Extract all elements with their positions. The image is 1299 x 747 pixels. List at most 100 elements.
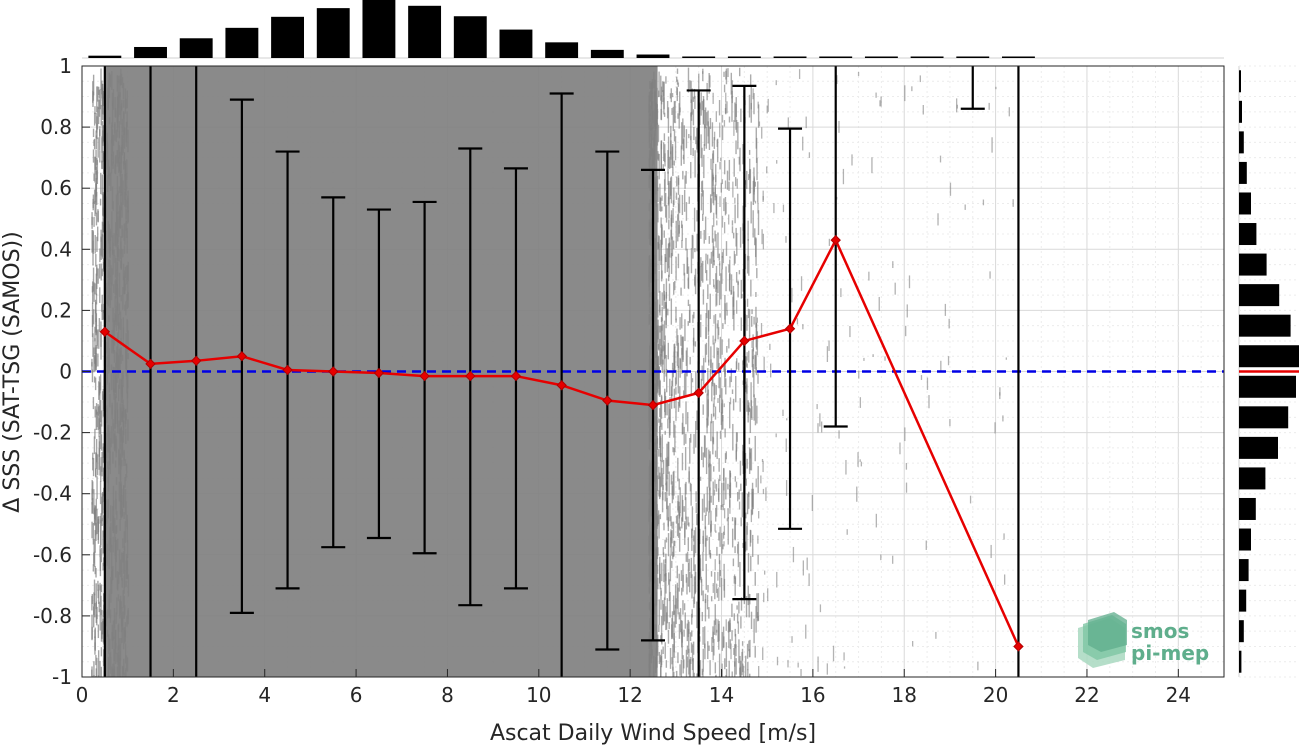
y-axis-ticks: -1-0.8-0.6-0.4-0.200.20.40.60.81 xyxy=(33,54,90,689)
scatter-point xyxy=(125,655,128,671)
scatter-point xyxy=(649,462,652,470)
scatter-point xyxy=(700,378,703,391)
scatter-point xyxy=(717,232,719,259)
scatter-point xyxy=(757,202,759,214)
scatter-point xyxy=(666,598,669,624)
scatter-point xyxy=(776,656,779,666)
scatter-point xyxy=(652,110,654,129)
scatter-point xyxy=(91,229,93,253)
scatter-point xyxy=(673,160,675,166)
scatter-point xyxy=(734,102,736,122)
scatter-point xyxy=(731,603,733,617)
scatter-point xyxy=(91,666,93,676)
scatter-point xyxy=(665,606,667,631)
scatter-point xyxy=(118,378,121,389)
scatter-point xyxy=(868,271,870,281)
scatter-point xyxy=(662,324,664,352)
scatter-point xyxy=(710,251,713,264)
scatter-point xyxy=(126,217,129,224)
scatter-point xyxy=(746,255,749,274)
scatter-point xyxy=(702,404,704,415)
scatter-point xyxy=(748,309,751,336)
scatter-point xyxy=(700,134,702,159)
scatter-point xyxy=(723,84,726,93)
scatter-point xyxy=(745,356,748,367)
scatter-point xyxy=(754,354,756,370)
scatter-point xyxy=(752,534,754,557)
scatter-point xyxy=(668,265,670,278)
scatter-point xyxy=(115,498,117,515)
scatter-point xyxy=(732,181,734,198)
scatter-point xyxy=(760,475,762,484)
scatter-point xyxy=(113,636,115,661)
scatter-point xyxy=(858,370,860,379)
scatter-point xyxy=(999,387,1001,396)
scatter-point xyxy=(102,207,104,227)
scatter-point xyxy=(116,150,118,164)
scatter-point xyxy=(710,346,712,368)
scatter-point xyxy=(709,660,711,676)
scatter-point xyxy=(91,675,93,677)
scatter-point xyxy=(654,135,656,161)
scatter-point xyxy=(726,518,728,522)
scatter-point xyxy=(674,604,676,628)
scatter-point xyxy=(754,181,757,187)
scatter-point xyxy=(715,293,717,307)
scatter-point xyxy=(758,510,760,519)
scatter-point xyxy=(791,636,793,643)
scatter-point xyxy=(672,595,675,616)
scatter-point xyxy=(655,179,657,195)
scatter-point xyxy=(121,495,123,517)
scatter-point xyxy=(126,90,129,109)
scatter-point xyxy=(750,448,753,471)
scatter-point xyxy=(126,121,128,136)
scatter-point xyxy=(114,122,116,141)
scatter-point xyxy=(660,656,663,668)
scatter-point xyxy=(94,156,96,170)
scatter-point xyxy=(102,467,105,482)
scatter-point xyxy=(691,613,693,625)
scatter-point xyxy=(724,303,726,325)
scatter-point xyxy=(126,111,128,128)
scatter-point xyxy=(96,86,98,113)
scatter-point xyxy=(715,675,717,677)
scatter-point xyxy=(860,461,863,467)
scatter-point xyxy=(722,414,724,430)
scatter-point xyxy=(112,536,114,553)
scatter-point xyxy=(715,234,717,248)
scatter-point xyxy=(826,663,828,675)
top-histogram-bar xyxy=(682,56,716,58)
scatter-point xyxy=(775,433,777,438)
scatter-point xyxy=(685,433,687,444)
scatter-point xyxy=(120,295,122,302)
scatter-point xyxy=(664,430,666,435)
scatter-point xyxy=(723,198,725,212)
scatter-point xyxy=(708,536,711,555)
scatter-point xyxy=(696,233,698,252)
scatter-point xyxy=(123,451,125,466)
scatter-point xyxy=(118,481,120,502)
scatter-point xyxy=(714,230,716,242)
scatter-point xyxy=(684,175,686,189)
scatter-point xyxy=(673,101,676,123)
scatter-point xyxy=(125,474,127,481)
scatter-point xyxy=(721,215,724,228)
scatter-point xyxy=(691,506,694,531)
scatter-point xyxy=(728,214,730,225)
scatter-point xyxy=(110,155,113,174)
scatter-point xyxy=(811,494,814,511)
scatter-point xyxy=(98,448,100,470)
scatter-point xyxy=(649,511,651,530)
scatter-point xyxy=(704,626,706,649)
scatter-point xyxy=(122,180,124,205)
scatter-point xyxy=(649,543,651,572)
scatter-point xyxy=(660,239,662,265)
scatter-point xyxy=(742,223,744,244)
scatter-point xyxy=(761,229,763,245)
scatter-point xyxy=(648,575,651,594)
scatter-point xyxy=(680,587,683,596)
scatter-point xyxy=(122,590,124,608)
scatter-point xyxy=(124,459,127,466)
right-histogram-bar xyxy=(1239,131,1244,154)
scatter-point xyxy=(110,505,112,522)
